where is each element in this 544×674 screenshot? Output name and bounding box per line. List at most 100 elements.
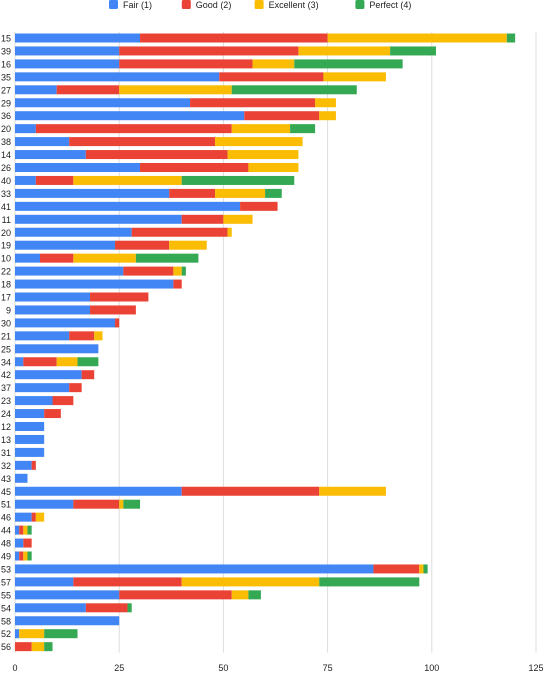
bar-segment bbox=[15, 188, 170, 198]
bar-segment bbox=[373, 564, 420, 574]
bar-segment bbox=[35, 124, 232, 134]
bar-segment bbox=[506, 33, 516, 43]
bar-segment bbox=[119, 59, 253, 69]
bar-segment bbox=[77, 357, 99, 367]
y-tick-label: 43 bbox=[1, 474, 11, 484]
bar-segment bbox=[15, 629, 20, 639]
bar-segment bbox=[15, 460, 32, 470]
y-tick-label: 51 bbox=[1, 500, 11, 510]
bar-segment bbox=[319, 111, 336, 121]
legend-swatch bbox=[254, 0, 264, 9]
bar-segment bbox=[69, 331, 95, 341]
bar-segment bbox=[119, 590, 232, 600]
bars bbox=[15, 33, 516, 652]
bar-segment bbox=[90, 292, 149, 302]
x-tick-label: 75 bbox=[323, 663, 333, 673]
bar-segment bbox=[15, 85, 57, 95]
bar-segment bbox=[119, 46, 299, 56]
bar-segment bbox=[15, 72, 220, 82]
bar-segment bbox=[44, 642, 53, 652]
bar-segment bbox=[15, 447, 45, 457]
bar-segment bbox=[35, 175, 74, 185]
bar-segment bbox=[231, 124, 291, 134]
y-tick-label: 34 bbox=[1, 357, 11, 367]
bar-segment bbox=[15, 434, 45, 444]
bar-segment bbox=[181, 266, 186, 276]
y-tick-label: 16 bbox=[1, 59, 11, 69]
bar-segment bbox=[15, 279, 174, 289]
bar-segment bbox=[15, 98, 191, 108]
bar-segment bbox=[215, 188, 266, 198]
bar-segment bbox=[169, 240, 207, 250]
y-tick-label: 36 bbox=[1, 111, 11, 121]
legend-swatch bbox=[181, 0, 191, 9]
bar-segment bbox=[85, 150, 228, 160]
y-tick-label: 56 bbox=[1, 642, 11, 652]
bar-segment bbox=[173, 266, 182, 276]
bar-segment bbox=[223, 214, 253, 224]
y-tick-label: 53 bbox=[1, 564, 11, 574]
bar-segment bbox=[227, 227, 232, 237]
bar-segment bbox=[15, 253, 41, 263]
legend-label: Fair (1) bbox=[123, 0, 152, 10]
y-tick-label: 49 bbox=[1, 552, 11, 562]
bar-segment bbox=[115, 240, 170, 250]
bar-segment bbox=[219, 72, 324, 82]
bar-segment bbox=[73, 253, 136, 263]
y-tick-label: 19 bbox=[1, 241, 11, 251]
bar-segment bbox=[15, 383, 70, 393]
bar-segment bbox=[419, 564, 424, 574]
bar-segment bbox=[15, 214, 182, 224]
bar-segment bbox=[123, 266, 174, 276]
bar-segment bbox=[248, 590, 261, 600]
y-tick-label: 15 bbox=[1, 34, 11, 44]
bar-segment bbox=[231, 85, 357, 95]
y-tick-label: 9 bbox=[6, 305, 11, 315]
bar-segment bbox=[23, 357, 57, 367]
bar-segment bbox=[35, 512, 45, 522]
bar-segment bbox=[15, 551, 20, 561]
legend-swatch bbox=[109, 0, 118, 9]
bar-segment bbox=[15, 227, 132, 237]
bar-segment bbox=[135, 253, 199, 263]
bar-segment bbox=[94, 331, 103, 341]
bar-segment bbox=[15, 525, 20, 535]
bar-segment bbox=[252, 59, 295, 69]
bar-segment bbox=[56, 357, 78, 367]
y-tick-label: 21 bbox=[1, 331, 11, 341]
bar-segment bbox=[15, 642, 32, 652]
bar-segment bbox=[15, 357, 24, 367]
legend-label: Excellent (3) bbox=[269, 0, 319, 10]
y-tick-label: 42 bbox=[1, 370, 11, 380]
y-tick-label: 37 bbox=[1, 383, 11, 393]
bar-segment bbox=[15, 33, 141, 43]
bar-segment bbox=[31, 642, 45, 652]
bar-segment bbox=[15, 124, 36, 134]
bar-segment bbox=[423, 564, 428, 574]
bar-segment bbox=[15, 331, 70, 341]
bar-segment bbox=[23, 551, 28, 561]
legend: Fair (1) Good (2) Excellent (3) Perfect (4) bbox=[109, 0, 411, 10]
bar-segment bbox=[15, 175, 36, 185]
bar-segment bbox=[56, 85, 120, 95]
bar-segment bbox=[119, 85, 232, 95]
bar-segment bbox=[140, 33, 328, 43]
bar-segment bbox=[27, 525, 32, 535]
y-tick-label: 48 bbox=[1, 539, 11, 549]
bar-segment bbox=[73, 499, 120, 509]
y-tick-label: 13 bbox=[1, 435, 11, 445]
bar-segment bbox=[15, 603, 86, 613]
bar-segment bbox=[15, 201, 241, 211]
y-tick-label: 39 bbox=[1, 46, 11, 56]
bar-segment bbox=[119, 499, 124, 509]
bar-segment bbox=[265, 188, 282, 198]
bar-segment bbox=[140, 163, 249, 172]
y-tick-label: 11 bbox=[2, 215, 11, 225]
bar-segment bbox=[240, 201, 278, 211]
bar-segment bbox=[15, 564, 374, 574]
bar-segment bbox=[15, 473, 28, 483]
y-tick-label: 58 bbox=[1, 616, 11, 626]
y-tick-label: 40 bbox=[1, 176, 11, 186]
bar-segment bbox=[231, 590, 249, 600]
